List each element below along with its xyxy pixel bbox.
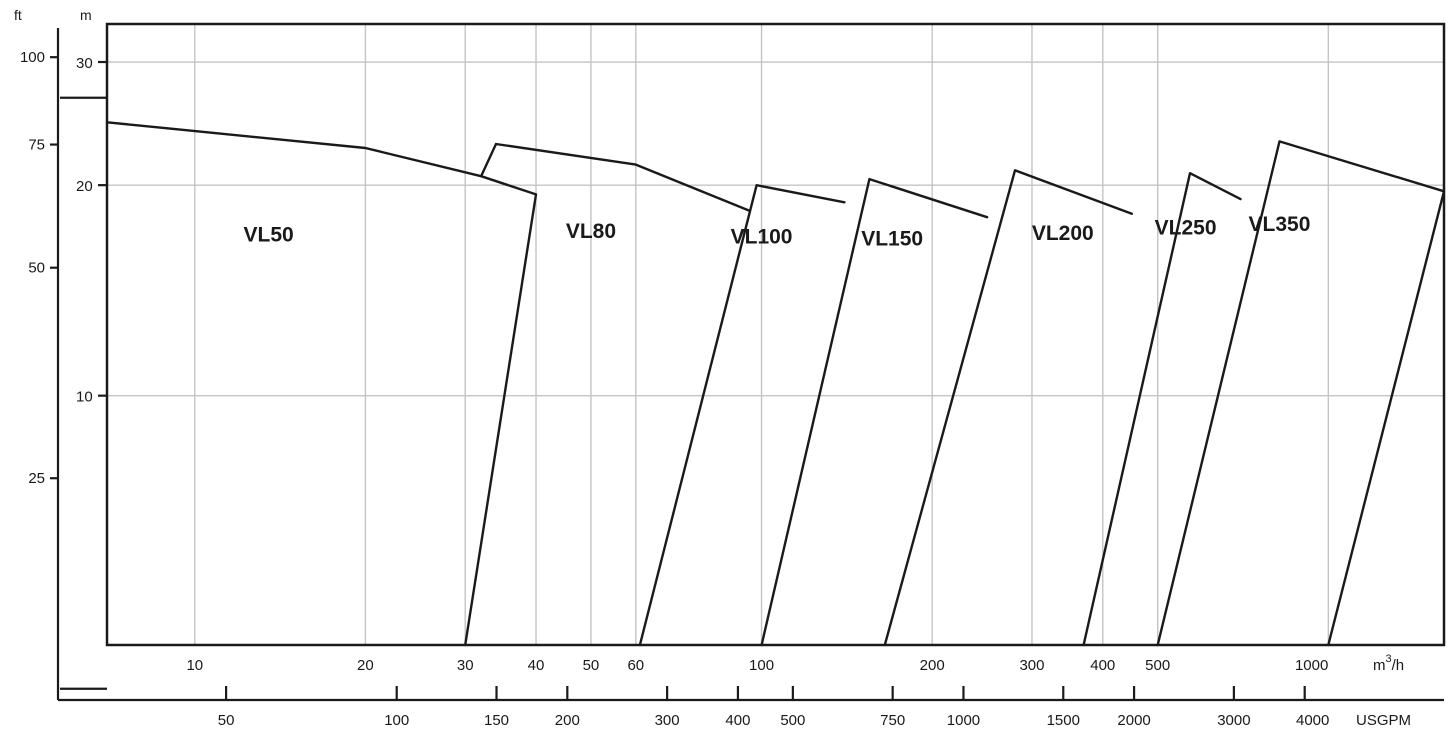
curve-vl200 (883, 169, 1133, 647)
curves (105, 121, 1446, 647)
usgpm-tick-label-400: 400 (725, 712, 750, 729)
usgpm-tick-label-100: 100 (384, 712, 409, 729)
m3h-tick-label-20: 20 (357, 657, 374, 674)
m3h-tick-label-300: 300 (1019, 657, 1044, 674)
m3h-tick-label-30: 30 (457, 657, 474, 674)
m3h-tick-label-100: 100 (749, 657, 774, 674)
usgpm-tick-label-2000: 2000 (1117, 712, 1150, 729)
usgpm-tick-label-150: 150 (484, 712, 509, 729)
region-label-vl150: VL150 (861, 227, 923, 250)
m3h-tick-label-40: 40 (528, 657, 545, 674)
region-label-vl350: VL350 (1249, 213, 1311, 236)
region-label-vl50: VL50 (244, 224, 294, 247)
m3h-tick-label-1000: 1000 (1295, 657, 1328, 674)
ft-tick-label-75: 75 (28, 137, 45, 154)
region-label-vl100: VL100 (731, 226, 793, 249)
m-tick-label-10: 10 (76, 389, 93, 406)
curve-vl350 (1156, 140, 1446, 647)
usgpm-tick-label-4000: 4000 (1296, 712, 1329, 729)
ft-tick-label-25: 25 (28, 470, 45, 487)
m3h-axis-unit-exponent: 3 (1386, 653, 1392, 665)
usgpm-tick-label-500: 500 (780, 712, 805, 729)
curve-vl150 (760, 177, 989, 647)
usgpm-tick-label-750: 750 (880, 712, 905, 729)
region-labels: VL50 VL80 VL100 VL150 VL200 VL250 VL350 (244, 213, 1311, 250)
usgpm-tick-label-1500: 1500 (1047, 712, 1080, 729)
ft-axis-unit: ft (14, 7, 22, 23)
m-tick-label-30: 30 (76, 55, 93, 72)
region-label-vl80: VL80 (566, 220, 616, 243)
m3h-axis-unit-per-hour: /h (1392, 657, 1405, 674)
m-tick-label-20: 20 (76, 178, 93, 195)
curve-vl250 (1082, 172, 1242, 647)
region-label-vl250: VL250 (1155, 217, 1217, 240)
curve-vl50 (105, 121, 538, 647)
ft-tick-label-50: 50 (28, 260, 45, 277)
usgpm-tick-label-300: 300 (655, 712, 680, 729)
curve-vl100 (638, 184, 846, 647)
usgpm-tick-label-200: 200 (555, 712, 580, 729)
grid (107, 24, 1444, 645)
region-label-vl200: VL200 (1032, 222, 1094, 245)
m3h-axis-unit-base: m (1373, 657, 1386, 674)
m3h-tick-label-500: 500 (1145, 657, 1170, 674)
m3h-tick-label-200: 200 (920, 657, 945, 674)
plot-frame (105, 22, 1446, 647)
usgpm-tick-label-50: 50 (218, 712, 235, 729)
curve-vl80 (479, 142, 751, 212)
usgpm-tick-label-1000: 1000 (947, 712, 980, 729)
usgpm-tick-label-3000: 3000 (1217, 712, 1250, 729)
m3h-tick-label-400: 400 (1090, 657, 1115, 674)
axes: ft m USGPM m3/h 10 20 30 40 50 60 100 200 300 400… (14, 7, 1444, 729)
m3h-tick-label-60: 60 (627, 657, 644, 674)
ft-tick-label-100: 100 (20, 49, 45, 66)
m3h-axis-unit: m3/h (1373, 653, 1404, 674)
m3h-tick-label-10: 10 (186, 657, 203, 674)
usgpm-axis-unit: USGPM (1356, 712, 1411, 729)
m3h-tick-label-50: 50 (583, 657, 600, 674)
m-axis-unit: m (80, 7, 92, 23)
